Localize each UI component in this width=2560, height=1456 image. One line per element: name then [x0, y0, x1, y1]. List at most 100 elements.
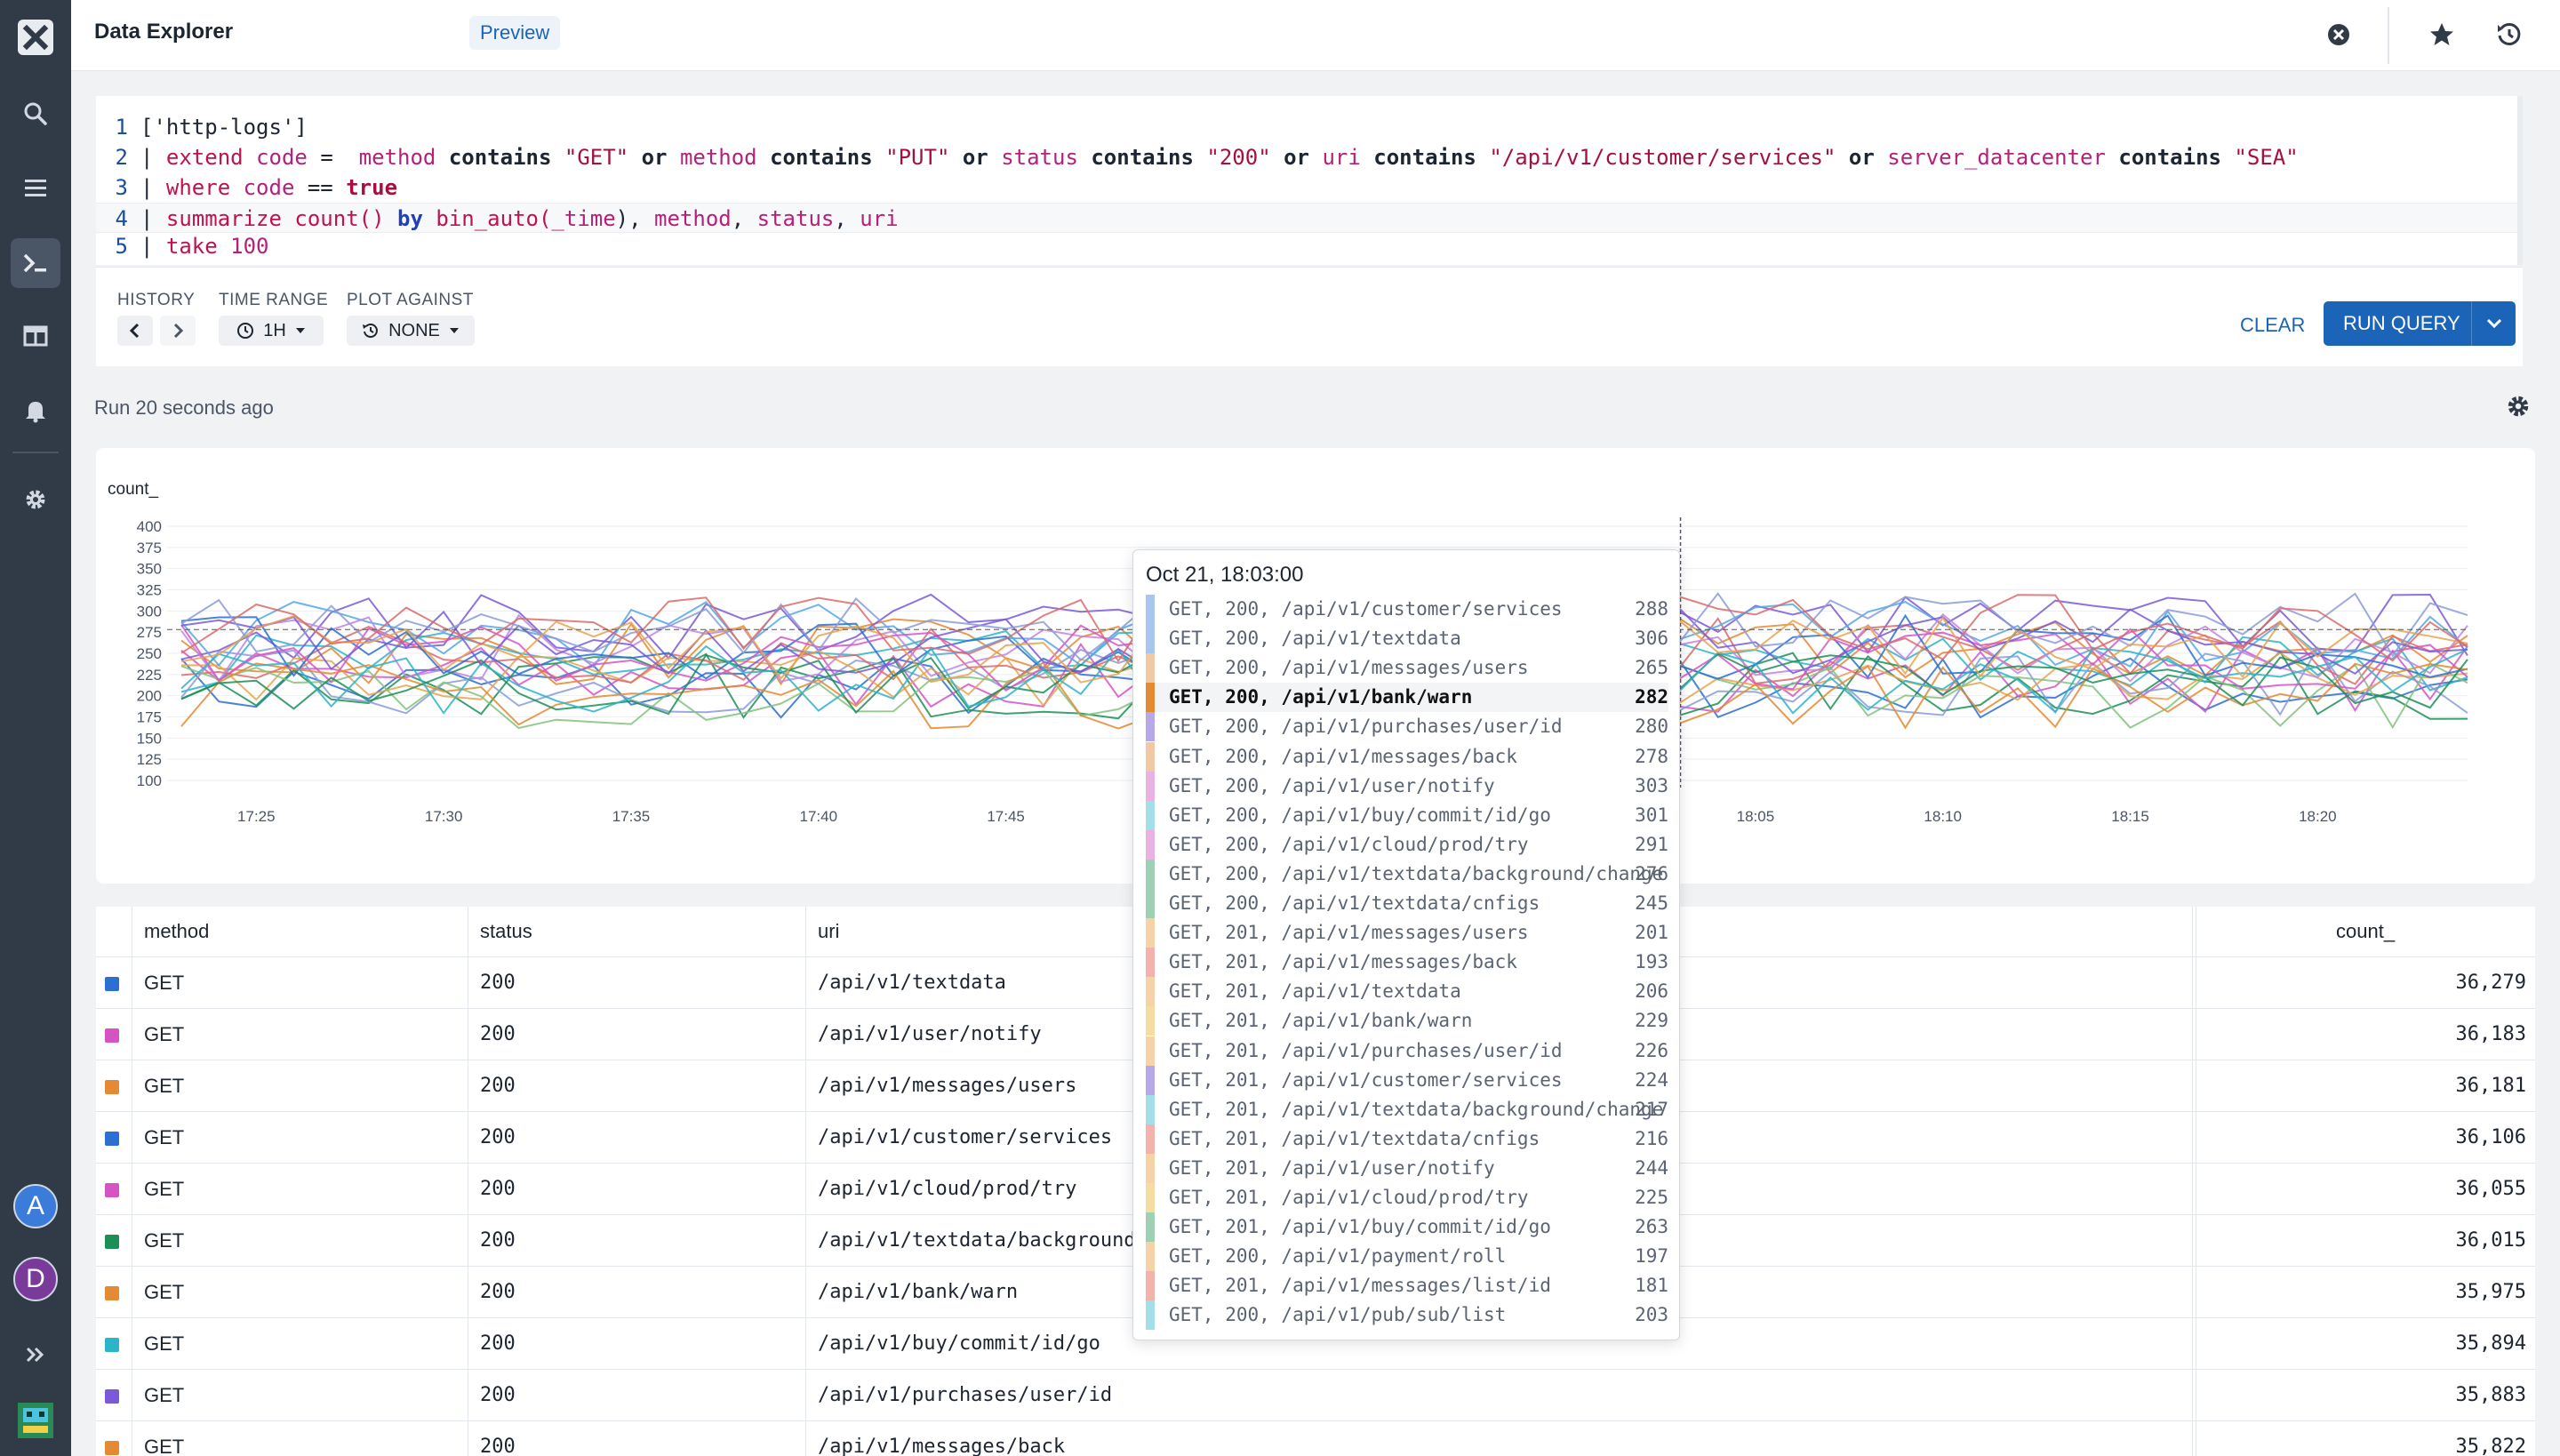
plot-against-value: NONE [388, 320, 440, 340]
column-divider [2192, 907, 2193, 1456]
cell-status: 200 [480, 1126, 516, 1148]
series-color-swatch [105, 1080, 119, 1094]
tooltip-label: GET, 200, /api/v1/messages/users [1169, 657, 1529, 679]
query-editor[interactable]: 1 ['http-logs'] 2 | extend code = method c… [96, 96, 2523, 265]
cell-status: 200 [480, 1384, 516, 1406]
tooltip-label: GET, 200, /api/v1/payment/roll [1169, 1245, 1507, 1268]
table-row[interactable]: GET 200/api/v1/purchases/user/id 35,883 [96, 1369, 2535, 1420]
tooltip-value: 224 [1635, 1068, 1668, 1091]
x-tick-label: 17:40 [800, 808, 838, 825]
table-icon[interactable] [11, 311, 60, 361]
cell-count: 36,055 [2455, 1178, 2526, 1200]
cell-count: 35,822 [2455, 1436, 2526, 1456]
clear-button[interactable]: CLEAR [2240, 314, 2306, 336]
table-row[interactable]: GET 200/api/v1/buy/commit/id/go 35,894 [96, 1317, 2535, 1369]
tooltip-color-bar [1146, 1212, 1155, 1243]
double-chevron-right-icon[interactable] [11, 1330, 60, 1380]
editor-scrollbar[interactable] [2517, 96, 2523, 265]
tooltip-label: GET, 200, /api/v1/customer/services [1169, 598, 1563, 620]
history-icon[interactable] [2491, 16, 2528, 53]
series-color-swatch [105, 1132, 119, 1146]
page-title: Data Explorer [94, 20, 234, 44]
x-tick-label: 18:10 [1924, 808, 1962, 825]
tooltip-color-bar [1146, 1242, 1155, 1272]
tooltip-value: 282 [1635, 686, 1668, 708]
tooltip-value: 201 [1635, 922, 1668, 944]
tooltip-color-bar [1146, 683, 1155, 713]
close-x-logo[interactable] [11, 12, 60, 62]
tooltip-row: GET, 201, /api/v1/messages/list/id 181 [1146, 1271, 1668, 1301]
cell-status: 200 [480, 1023, 516, 1045]
tooltip-row: GET, 200, /api/v1/user/notify 303 [1146, 771, 1668, 801]
cell-count: 35,975 [2455, 1281, 2526, 1303]
sidebar-divider [12, 452, 59, 453]
plot-against-label: PLOT AGAINST [347, 291, 474, 309]
gear-icon[interactable] [11, 475, 60, 524]
tooltip-color-bar [1146, 1300, 1155, 1331]
y-tick-label: 325 [137, 582, 162, 599]
tooltip-color-bar [1146, 1094, 1155, 1124]
tooltip-color-bar [1146, 1183, 1155, 1212]
avatar[interactable]: D [13, 1257, 58, 1301]
tooltip-row: GET, 200, /api/v1/messages/back 278 [1146, 741, 1668, 772]
x-tick-label: 18:05 [1737, 808, 1775, 825]
tooltip-row: GET, 200, /api/v1/messages/users 265 [1146, 653, 1668, 684]
column-header-count[interactable]: count_ [2336, 920, 2396, 942]
gear-icon[interactable] [2505, 393, 2535, 423]
cell-status: 200 [480, 1332, 516, 1355]
tooltip-label: GET, 200, /api/v1/buy/commit/id/go [1169, 804, 1551, 826]
bell-icon[interactable] [11, 386, 60, 436]
avatar[interactable]: A [13, 1184, 58, 1228]
tooltip-label: GET, 200, /api/v1/messages/back [1169, 745, 1517, 767]
app-logo-icon [11, 1396, 60, 1445]
cell-count: 36,279 [2455, 972, 2526, 994]
tooltip-value: 263 [1635, 1216, 1668, 1238]
history-back-button[interactable] [117, 316, 153, 346]
tooltip-value: 265 [1635, 657, 1668, 679]
tooltip-value: 303 [1635, 774, 1668, 796]
y-tick-label: 300 [137, 603, 162, 620]
column-header-method[interactable]: method [144, 920, 210, 942]
time-range-select[interactable]: 1H [219, 316, 324, 346]
code-line: 2 | extend code = method contains "GET" o… [115, 145, 2299, 170]
x-tick-label: 18:20 [2299, 808, 2337, 825]
close-circle-icon[interactable] [2320, 16, 2357, 53]
header-divider [2388, 7, 2389, 64]
tooltip-color-bar [1146, 918, 1155, 948]
time-range-value: 1H [263, 320, 286, 340]
tooltip-label: GET, 200, /api/v1/pub/sub/list [1169, 1304, 1507, 1326]
run-query-dropdown-button[interactable] [2471, 301, 2516, 346]
terminal-icon[interactable] [11, 238, 60, 288]
star-icon[interactable] [2423, 16, 2460, 53]
column-header-uri[interactable]: uri [818, 920, 840, 942]
tooltip-row: GET, 200, /api/v1/payment/roll 197 [1146, 1242, 1668, 1272]
history-label: HISTORY [117, 291, 196, 309]
list-icon[interactable] [11, 164, 60, 213]
tooltip-value: 217 [1635, 1098, 1668, 1120]
tooltip-row: GET, 200, /api/v1/cloud/prod/try 291 [1146, 829, 1668, 860]
history-forward-button[interactable] [160, 316, 196, 346]
clock-icon [237, 323, 254, 339]
tooltip-row: GET, 201, /api/v1/textdata 206 [1146, 977, 1668, 1007]
chevron-down-icon [2486, 318, 2501, 329]
y-axis-label: count_ [108, 480, 158, 499]
sidebar: A D [0, 0, 71, 1456]
tooltip-label: GET, 200, /api/v1/purchases/user/id [1169, 716, 1563, 738]
tooltip-row: GET, 201, /api/v1/cloud/prod/try 225 [1146, 1183, 1668, 1212]
plot-against-select[interactable]: NONE [347, 316, 475, 346]
x-tick-label: 17:35 [612, 808, 651, 825]
tooltip-label: GET, 200, /api/v1/user/notify [1169, 774, 1495, 796]
tooltip-color-bar [1146, 595, 1155, 624]
cell-uri: /api/v1/buy/commit/id/go [818, 1332, 1100, 1355]
table-row[interactable]: GET 200/api/v1/messages/back 35,822 [96, 1420, 2535, 1456]
tooltip-row: GET, 201, /api/v1/textdata/cnfigs 216 [1146, 1124, 1668, 1154]
column-header-status[interactable]: status [480, 920, 532, 942]
tooltip-color-bar [1146, 829, 1155, 860]
cell-uri: /api/v1/messages/back [818, 1436, 1066, 1456]
series-color-swatch [105, 977, 119, 991]
tooltip-label: GET, 201, /api/v1/messages/list/id [1169, 1275, 1551, 1297]
run-query-button[interactable]: RUN QUERY [2324, 301, 2516, 346]
code-line: 1 ['http-logs'] [115, 115, 308, 140]
search-icon[interactable] [11, 89, 60, 139]
cell-uri: /api/v1/user/notify [818, 1023, 1042, 1045]
